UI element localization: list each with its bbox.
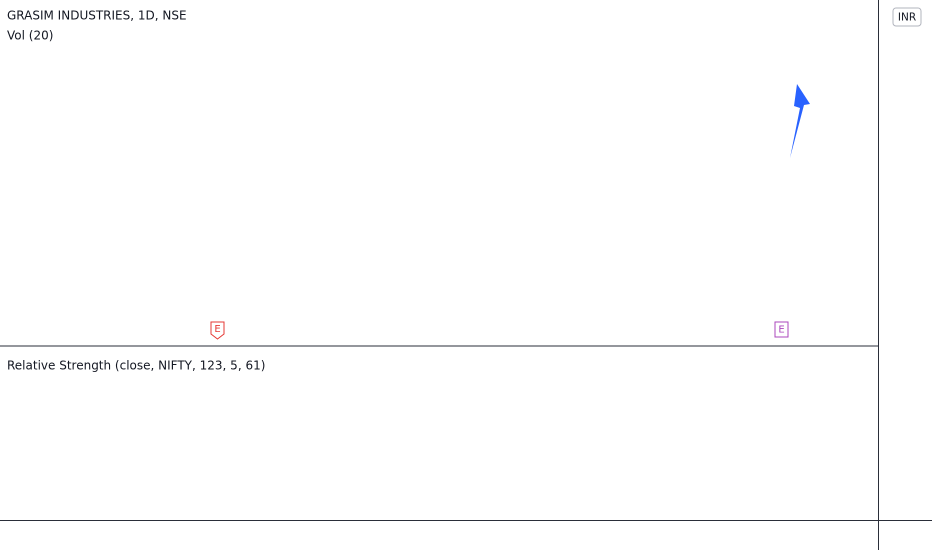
chart-title: GRASIM INDUSTRIES, 1D, NSE	[7, 9, 187, 23]
currency-badge[interactable]	[892, 7, 922, 27]
arrow-drawing	[790, 84, 810, 158]
earnings-flag: E	[774, 321, 789, 338]
indicator-title: Relative Strength (close, NIFTY, 123, 5,…	[7, 359, 265, 373]
svg-text:E: E	[214, 324, 220, 335]
currency-label[interactable]: INR	[898, 12, 916, 24]
volume-label: Vol (20)	[7, 29, 53, 43]
earnings-flag: E	[210, 321, 225, 340]
svg-text:E: E	[778, 325, 784, 336]
